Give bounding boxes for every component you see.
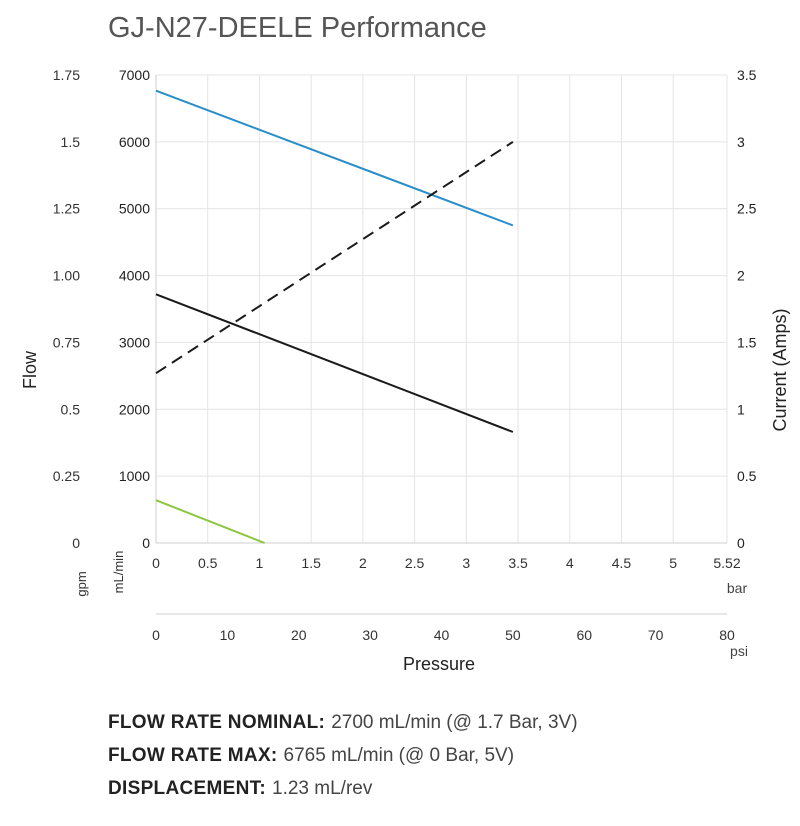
y-tick-gpm: 1.75 <box>53 67 80 83</box>
spec-label: FLOW RATE NOMINAL: <box>108 712 326 733</box>
chart-title: GJ-N27-DEELE Performance <box>108 12 487 44</box>
y-unit-mlmin: mL/min <box>111 551 126 594</box>
x-tick-psi: 70 <box>648 627 664 643</box>
y-tick-amps: 2.5 <box>737 201 757 217</box>
x-unit-bar: bar <box>727 580 748 596</box>
x-tick-bar: 4 <box>566 555 574 571</box>
y-axis-label-flow: Flow <box>20 350 40 389</box>
labels: Flow Current (Amps) gpm mL/min bar psi P… <box>20 308 790 674</box>
y-tick-gpm: 1.00 <box>53 268 80 284</box>
y-tick-gpm: 0 <box>72 535 80 551</box>
y-tick-gpm: 0.25 <box>53 468 80 484</box>
x-tick-bar: 0 <box>152 555 160 571</box>
spec-displacement: DISPLACEMENT: 1.23 mL/rev <box>108 772 578 805</box>
series-line-flow-5v <box>155 89 514 227</box>
y-tick-amps: 3 <box>737 134 745 150</box>
y-tick-mlmin: 3000 <box>119 334 150 350</box>
spec-value: 6765 mL/min (@ 0 Bar, 5V) <box>283 745 515 766</box>
x-tick-bar: 5.52 <box>713 555 740 571</box>
x-tick-psi: 50 <box>505 627 521 643</box>
grid <box>155 74 728 544</box>
x-tick-bar: 5 <box>669 555 677 571</box>
x-tick-bar: 3.5 <box>508 555 528 571</box>
x-tick-bar: 3 <box>462 555 470 571</box>
series-line-current-dashed <box>155 141 514 375</box>
spec-value: 1.23 mL/rev <box>272 778 373 799</box>
x-axis-label-pressure: Pressure <box>403 654 475 674</box>
x-tick-bar: 4.5 <box>612 555 632 571</box>
y-tick-amps: 0 <box>737 535 745 551</box>
x-tick-psi: 0 <box>152 627 160 643</box>
x-tick-bar: 2 <box>359 555 367 571</box>
spec-flow-max: FLOW RATE MAX: 6765 mL/min (@ 0 Bar, 5V) <box>108 739 578 772</box>
y-tick-amps: 2 <box>737 268 745 284</box>
y-tick-amps: 1.5 <box>737 334 757 350</box>
y-tick-amps: 1 <box>737 401 745 417</box>
specs-block: FLOW RATE NOMINAL: 2700 mL/min (@ 1.7 Bar… <box>108 706 578 805</box>
y-tick-amps: 0.5 <box>737 468 757 484</box>
series <box>155 89 514 544</box>
y-tick-mlmin: 4000 <box>119 268 150 284</box>
x-tick-psi: 20 <box>291 627 307 643</box>
x-tick-psi: 30 <box>362 627 378 643</box>
x-tick-psi: 60 <box>576 627 592 643</box>
y-tick-gpm: 0.75 <box>53 334 80 350</box>
y-axis-label-current: Current (Amps) <box>770 308 790 431</box>
y-tick-gpm: 0.5 <box>61 401 81 417</box>
y-tick-mlmin: 5000 <box>119 201 150 217</box>
y-tick-mlmin: 6000 <box>119 134 150 150</box>
x-tick-bar: 0.5 <box>198 555 218 571</box>
x-tick-psi: 40 <box>434 627 450 643</box>
x-tick-psi: 80 <box>719 627 735 643</box>
x-unit-psi: psi <box>730 643 748 659</box>
spec-flow-nominal: FLOW RATE NOMINAL: 2700 mL/min (@ 1.7 Bar… <box>108 706 578 739</box>
y-tick-mlmin: 0 <box>142 535 150 551</box>
series-line-flow-3v <box>155 293 514 433</box>
y-tick-gpm: 1.5 <box>61 134 81 150</box>
y-tick-gpm: 1.25 <box>53 201 80 217</box>
y-tick-mlmin: 2000 <box>119 401 150 417</box>
spec-label: DISPLACEMENT: <box>108 778 267 799</box>
x-tick-bar: 2.5 <box>405 555 425 571</box>
y-tick-amps: 3.5 <box>737 67 757 83</box>
x-tick-bar: 1.5 <box>301 555 321 571</box>
spec-label: FLOW RATE MAX: <box>108 745 278 766</box>
x-tick-bar: 1 <box>256 555 264 571</box>
y-unit-gpm: gpm <box>74 571 89 596</box>
y-tick-mlmin: 7000 <box>119 67 150 83</box>
spec-value: 2700 mL/min (@ 1.7 Bar, 3V) <box>331 712 578 733</box>
y-tick-mlmin: 1000 <box>119 468 150 484</box>
x-tick-psi: 10 <box>220 627 236 643</box>
series-line-current-green <box>155 499 265 544</box>
